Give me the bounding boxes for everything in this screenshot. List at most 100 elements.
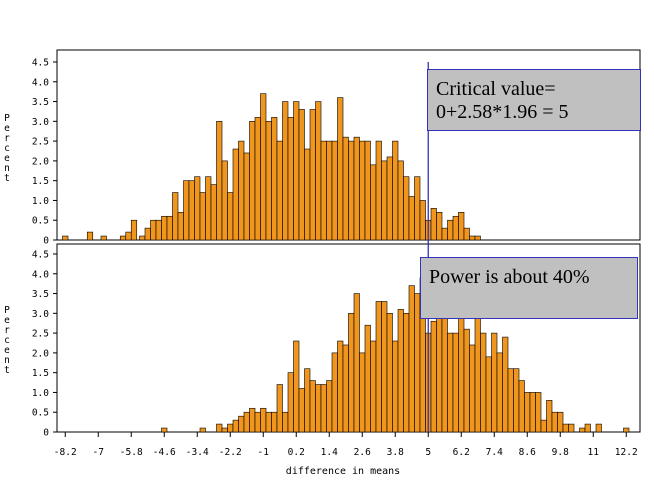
bottom-histogram-bar bbox=[529, 392, 536, 433]
bottom-histogram-bar bbox=[221, 427, 228, 433]
bottom-histogram-bar bbox=[386, 313, 393, 433]
bottom-histogram-bar bbox=[260, 407, 267, 433]
top-histogram-bar bbox=[172, 192, 179, 241]
top-histogram-panel: 0 0.5 1.0 1.5 2.0 2.5 3.0 3.5 4.0 4.5 P e r c e n t bbox=[4, 49, 641, 247]
top-histogram-bar bbox=[397, 160, 404, 241]
critical-value-callout: Critical value= 0+2.58*1.96 = 5 bbox=[427, 69, 641, 131]
x-tick-label: 11 bbox=[588, 447, 600, 458]
top-y-tick-label: 1.5 bbox=[32, 176, 49, 187]
top-histogram-bar bbox=[177, 212, 184, 241]
top-histogram-bar bbox=[370, 164, 377, 241]
top-histogram-bar bbox=[315, 101, 322, 241]
bottom-histogram-bar bbox=[403, 313, 410, 433]
top-histogram-bar bbox=[364, 140, 371, 241]
bottom-histogram-bar bbox=[265, 411, 272, 433]
bottom-histogram-bar bbox=[337, 340, 344, 433]
bottom-y-tick-label: 1.0 bbox=[32, 388, 49, 399]
bottom-y-tick-label: 4.0 bbox=[32, 269, 49, 280]
x-tick-label: -1 bbox=[258, 447, 270, 458]
top-histogram-bar bbox=[119, 235, 127, 241]
bottom-histogram-bar bbox=[513, 368, 520, 433]
bottom-histogram-bar bbox=[392, 340, 399, 433]
bottom-histogram-bar bbox=[249, 407, 256, 433]
top-histogram-bar bbox=[337, 97, 344, 241]
bottom-histogram-bar bbox=[546, 400, 553, 433]
x-tick-label: -3.4 bbox=[186, 447, 209, 458]
bottom-histogram-bar bbox=[562, 423, 569, 433]
x-tick-label: 5 bbox=[425, 447, 431, 458]
bottom-histogram-panel: 0 0.5 1.0 1.5 2.0 2.5 3.0 3.5 4.0 4.5 P e r c e n t bbox=[4, 243, 641, 439]
bottom-histogram-bar bbox=[254, 411, 261, 433]
bottom-histogram-bar bbox=[309, 380, 316, 433]
top-histogram-bar bbox=[125, 231, 132, 241]
top-histogram-bar bbox=[458, 212, 465, 241]
bottom-histogram-bar bbox=[524, 392, 531, 433]
bottom-histogram-bar bbox=[480, 332, 487, 433]
bottom-histogram-bar bbox=[397, 309, 404, 433]
x-tick-label: 9.8 bbox=[552, 447, 569, 458]
bottom-histogram-bar bbox=[348, 313, 355, 433]
bottom-histogram-bar bbox=[315, 384, 322, 433]
bottom-histogram-bar bbox=[579, 427, 586, 433]
bottom-histogram-bar bbox=[375, 301, 382, 433]
top-histogram-bar bbox=[386, 156, 393, 241]
top-histogram-bar bbox=[232, 148, 239, 241]
bottom-histogram-bar bbox=[540, 419, 547, 433]
bottom-histogram-bar bbox=[331, 352, 338, 433]
top-histogram-bar bbox=[419, 200, 426, 241]
top-histogram-bar bbox=[298, 109, 305, 241]
bottom-histogram-bar bbox=[623, 427, 630, 433]
bottom-histogram-bar bbox=[353, 293, 360, 433]
top-histogram-bar bbox=[205, 176, 212, 241]
bottom-histogram-bar bbox=[342, 344, 349, 433]
bottom-histogram-bar bbox=[458, 305, 465, 433]
bottom-histogram-bar bbox=[568, 423, 575, 433]
bottom-histogram-bar bbox=[161, 427, 168, 433]
bottom-histogram-bar bbox=[518, 380, 525, 433]
x-axis: -8.2 -7 -5.8 -4.6 -3.4 -2.2 -1 0.2 1.4 2.6 3.8 5 6.2… bbox=[54, 432, 638, 458]
top-histogram-bar bbox=[161, 215, 168, 241]
bottom-y-tick-label: 0.5 bbox=[32, 408, 49, 419]
bottom-histogram-bar bbox=[364, 324, 371, 433]
bottom-histogram-bar bbox=[304, 368, 311, 433]
top-histogram-bar bbox=[183, 180, 190, 241]
x-tick-label: 1.4 bbox=[321, 447, 338, 458]
top-histogram-bar bbox=[381, 160, 388, 241]
top-y-tick-label: 2.5 bbox=[32, 137, 49, 148]
bottom-histogram-bar bbox=[232, 419, 239, 433]
bottom-histogram-bar bbox=[430, 320, 437, 433]
top-histogram-bar bbox=[194, 176, 201, 241]
bottom-histogram-bar bbox=[216, 423, 223, 433]
bottom-histogram-bar bbox=[584, 423, 591, 433]
bottom-histogram-bar bbox=[491, 332, 498, 433]
x-tick-label: 0.2 bbox=[288, 447, 305, 458]
top-histogram-bar bbox=[130, 219, 138, 241]
top-y-tick-label: 3.0 bbox=[32, 117, 49, 128]
top-histogram-bar bbox=[100, 235, 107, 241]
top-y-tick-label: 4.5 bbox=[32, 58, 49, 69]
bottom-y-tick-label: 3.5 bbox=[32, 289, 49, 300]
bottom-histogram-bar bbox=[276, 384, 283, 433]
top-histogram-bar bbox=[463, 227, 470, 241]
x-tick-label: 12.2 bbox=[615, 447, 638, 458]
bottom-histogram-bar bbox=[199, 427, 206, 433]
top-histogram-bar bbox=[326, 140, 333, 241]
top-histogram-bar bbox=[293, 101, 300, 241]
x-tick-label: -4.6 bbox=[153, 447, 176, 458]
bottom-histogram-bar bbox=[485, 356, 492, 433]
top-histogram-bar bbox=[469, 235, 476, 241]
critical-value-label-line1: Critical value= bbox=[436, 78, 556, 100]
bottom-histogram-bar bbox=[551, 411, 558, 433]
top-histogram-bar bbox=[474, 235, 481, 241]
bottom-histogram-bar bbox=[381, 301, 388, 433]
bottom-histogram-bar bbox=[557, 411, 564, 433]
bottom-histogram-bar bbox=[359, 352, 366, 433]
top-histogram-bar bbox=[243, 152, 250, 241]
top-y-tick-label: 2.0 bbox=[32, 156, 49, 167]
top-histogram-bar bbox=[166, 215, 173, 241]
top-histogram-bar bbox=[287, 117, 294, 241]
